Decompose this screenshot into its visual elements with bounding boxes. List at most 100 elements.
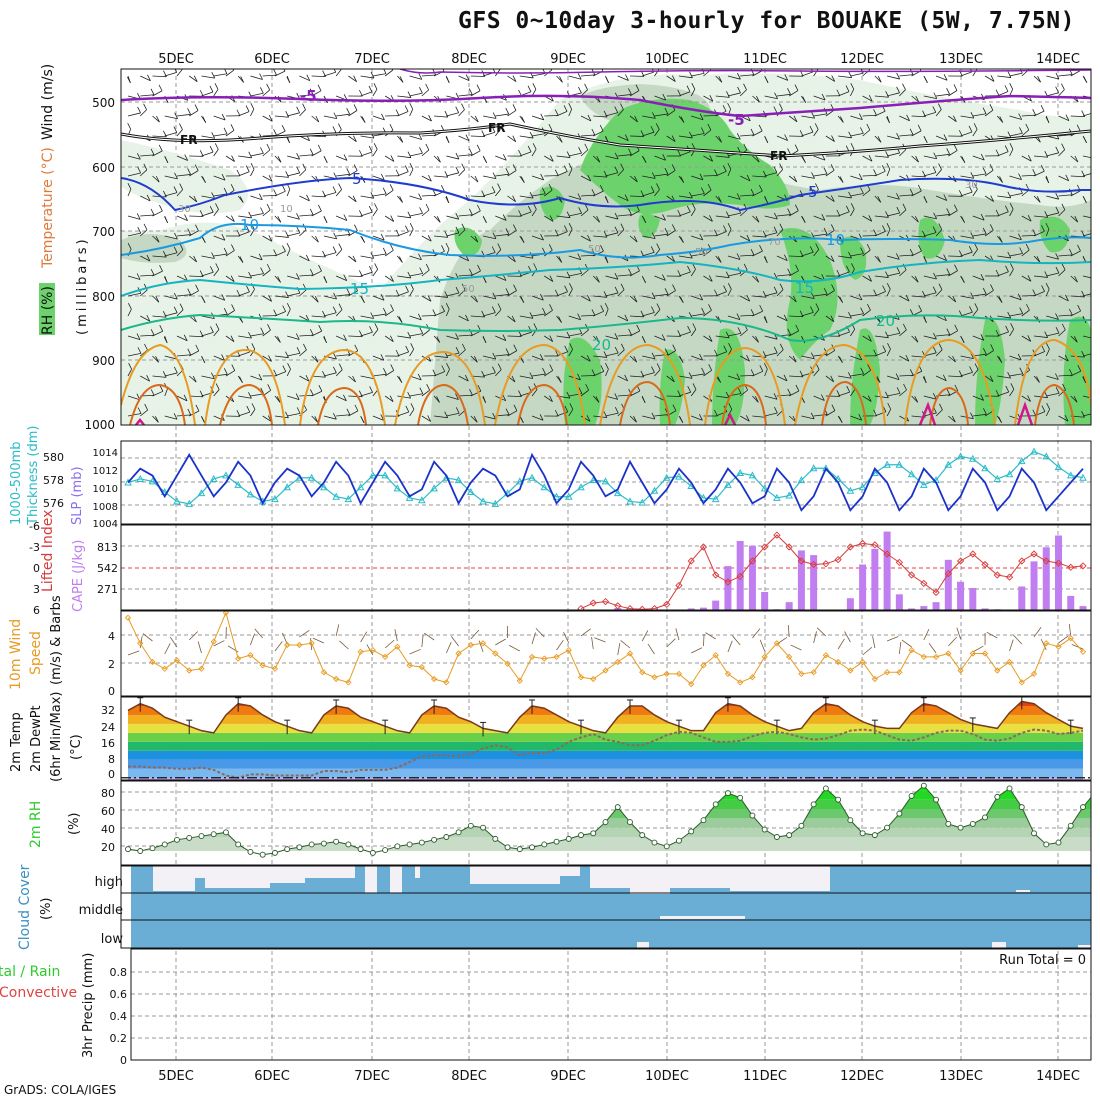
wind-barb xyxy=(580,295,591,302)
wind-barb xyxy=(605,232,619,237)
wind-barb-feather xyxy=(773,406,778,414)
rh2m-point xyxy=(1006,785,1013,792)
wind-barb-feather xyxy=(558,316,562,323)
wind-barb-feather xyxy=(511,315,516,323)
wind-barb-feather xyxy=(1032,409,1037,416)
wind-barb-feather xyxy=(540,293,544,301)
thickness-point xyxy=(307,473,316,481)
rh-light-region xyxy=(121,140,248,214)
wind-barb xyxy=(140,154,155,157)
wind-barb xyxy=(274,130,286,137)
wind-barb-feather xyxy=(688,372,693,379)
wind-barb xyxy=(605,215,619,220)
wind-barb xyxy=(286,248,291,257)
wind-barb xyxy=(507,255,516,263)
wind-barb-feather xyxy=(557,376,562,383)
wind-barb xyxy=(458,289,466,297)
wind-barb-feather xyxy=(194,104,199,111)
wind-barb xyxy=(127,413,142,417)
wind-barb-feather xyxy=(209,206,214,213)
wind-barb-feather xyxy=(251,403,256,410)
wind-barb-feather xyxy=(708,335,713,342)
wind10-barb xyxy=(675,628,680,641)
wind-barb xyxy=(189,110,199,117)
rh2m-point xyxy=(798,822,805,829)
wind-barb-feather xyxy=(1077,304,1082,312)
wind-barb xyxy=(470,195,485,198)
wind-barb xyxy=(629,115,638,123)
wind10-barb xyxy=(310,638,313,651)
wind-barb-feather xyxy=(1092,106,1095,112)
wind-barb xyxy=(544,370,553,377)
rh2m-point xyxy=(908,792,915,799)
wind-barb xyxy=(140,375,150,382)
wind-barb-feather xyxy=(417,313,422,320)
wind-barb-feather xyxy=(332,186,337,193)
wind-barb xyxy=(311,375,326,378)
wind-barb-feather xyxy=(568,102,573,110)
wind10-barb xyxy=(901,639,912,648)
wind-barb-feather xyxy=(549,304,553,311)
rh2m-point xyxy=(859,830,866,837)
wind-barb xyxy=(654,414,669,417)
wind-barb-feather xyxy=(201,236,206,243)
slp-series xyxy=(124,447,1087,512)
wind-barb-feather xyxy=(1004,85,1009,92)
rh2m-point xyxy=(945,820,952,827)
wind-barb-feather xyxy=(932,392,937,400)
wind-barb xyxy=(250,152,264,157)
rh2m-point xyxy=(1055,839,1062,846)
wind-barb-feather xyxy=(727,102,731,110)
wind10-line xyxy=(127,611,1084,685)
wind-barb xyxy=(825,135,835,142)
wind-barb-feather xyxy=(281,185,286,192)
wind-barb xyxy=(421,355,432,362)
wind-barb xyxy=(531,235,544,241)
wind-barb-feather xyxy=(250,103,255,110)
wind-barb-feather xyxy=(686,205,691,213)
wind-barb-feather xyxy=(174,172,178,180)
wind-barb xyxy=(923,275,937,280)
wind-barb xyxy=(764,292,778,297)
wind-barb-feather xyxy=(566,271,571,278)
wind-barb xyxy=(727,272,741,277)
wind-barb-feather xyxy=(407,211,412,218)
wind-barb-feather xyxy=(587,174,592,182)
thickness-point xyxy=(1054,463,1063,471)
wind-barb-feather xyxy=(568,223,573,230)
wind-barb-feather xyxy=(230,335,235,342)
wind-barb-feather xyxy=(909,308,914,316)
wind-barb xyxy=(409,75,422,80)
wind-barb-feather xyxy=(628,88,632,95)
wind-barb-feather xyxy=(474,175,479,183)
wind-barb xyxy=(642,415,656,420)
wind-barb xyxy=(972,129,978,137)
wind-barb-feather xyxy=(642,216,647,223)
wind-barb-feather xyxy=(779,343,784,350)
wind-barb xyxy=(507,350,517,357)
wind-barb xyxy=(397,111,409,117)
rh2m-point xyxy=(443,834,450,840)
wind-barb xyxy=(715,395,730,399)
rh2m-point xyxy=(455,829,462,836)
wind-barb-feather xyxy=(187,108,191,115)
ylabel-cloud-unit: (%) xyxy=(39,898,54,921)
wind-barb-feather xyxy=(1076,124,1081,131)
wind-barb xyxy=(568,169,573,177)
wind10-barb xyxy=(591,637,594,650)
lifted-index-point xyxy=(1054,559,1063,567)
wind-barb-feather xyxy=(860,367,865,375)
wind-barb-feather xyxy=(266,263,271,271)
wind-barb-feather xyxy=(482,336,487,344)
wind-barb-feather xyxy=(1017,293,1022,300)
wind-barb xyxy=(531,373,546,377)
wind-barb-feather xyxy=(361,116,366,123)
wind-barb-feather xyxy=(714,289,718,296)
wind-barb xyxy=(825,75,835,82)
wind-barb-feather xyxy=(999,176,1003,183)
wind-barb-feather xyxy=(914,396,919,403)
wind-barb xyxy=(1021,234,1036,237)
wind-barb-feather xyxy=(405,345,410,353)
wind-barb xyxy=(348,395,363,398)
cape-bar xyxy=(859,564,867,610)
